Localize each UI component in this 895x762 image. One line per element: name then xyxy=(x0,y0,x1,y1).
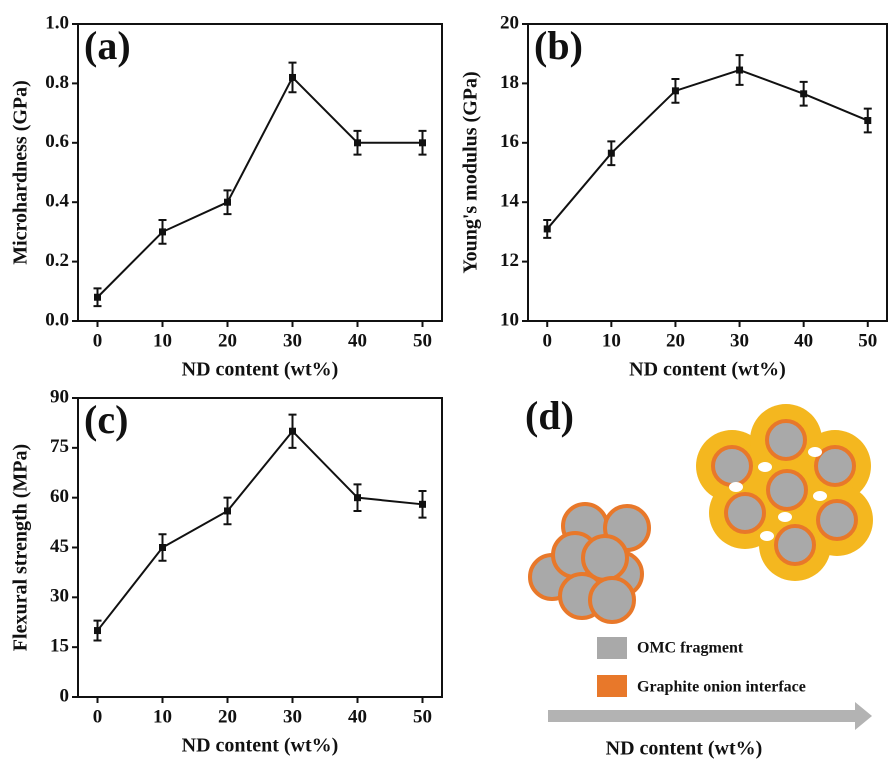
legend-label: OMC fragment xyxy=(637,640,744,657)
y-tick-label: 0 xyxy=(60,685,70,706)
panel-label: (b) xyxy=(534,23,583,68)
arrow xyxy=(548,710,858,722)
data-point xyxy=(224,199,231,206)
data-point xyxy=(289,74,296,81)
data-point xyxy=(94,294,101,301)
y-tick-label: 75 xyxy=(50,436,69,457)
arrow-head xyxy=(855,702,872,730)
panel-label: (d) xyxy=(525,393,574,438)
data-line xyxy=(98,77,423,297)
x-axis-label: ND content (wt%) xyxy=(629,359,786,381)
x-axis-label: ND content (wt%) xyxy=(182,359,339,381)
data-line xyxy=(98,431,423,630)
x-tick-label: 40 xyxy=(348,706,367,727)
x-tick-label: 10 xyxy=(602,330,621,351)
data-point xyxy=(94,627,101,634)
y-tick-label: 0.4 xyxy=(45,191,69,212)
arrow-label: ND content (wt%) xyxy=(606,738,763,760)
data-point xyxy=(159,544,166,551)
data-point xyxy=(354,494,361,501)
y-tick-label: 0.6 xyxy=(45,131,69,152)
y-tick-label: 0.2 xyxy=(45,250,69,271)
x-tick-label: 40 xyxy=(794,330,813,351)
y-tick-label: 90 xyxy=(50,386,69,407)
y-tick-label: 18 xyxy=(500,72,519,93)
y-tick-label: 60 xyxy=(50,486,69,507)
plot-frame xyxy=(528,24,887,321)
plot-frame xyxy=(78,398,442,697)
x-axis-label: ND content (wt%) xyxy=(182,735,339,757)
x-tick-label: 30 xyxy=(283,330,302,351)
x-tick-label: 30 xyxy=(283,706,302,727)
data-point xyxy=(672,87,679,94)
data-point xyxy=(354,139,361,146)
y-tick-label: 1.0 xyxy=(45,12,69,33)
data-line xyxy=(547,70,868,229)
data-point xyxy=(289,428,296,435)
data-point xyxy=(419,139,426,146)
data-point xyxy=(736,67,743,74)
x-tick-label: 50 xyxy=(413,330,432,351)
data-point xyxy=(608,150,615,157)
y-tick-label: 15 xyxy=(50,636,69,657)
figure: (d) OMC fragment xyxy=(0,0,895,762)
x-tick-label: 20 xyxy=(218,706,237,727)
legend-swatch xyxy=(597,637,627,659)
page: (d) OMC fragment xyxy=(0,0,895,762)
legend-label: Graphite onion interface xyxy=(637,679,806,696)
data-point xyxy=(800,90,807,97)
x-tick-label: 40 xyxy=(348,330,367,351)
y-axis-label: Microhardness (GPa) xyxy=(10,80,32,265)
y-tick-label: 0.0 xyxy=(45,309,69,330)
panel-label: (a) xyxy=(84,23,131,68)
panel-label: (c) xyxy=(84,397,128,442)
data-point xyxy=(224,507,231,514)
x-tick-label: 0 xyxy=(93,706,103,727)
legend-swatch xyxy=(597,675,627,697)
data-point xyxy=(159,228,166,235)
x-tick-label: 50 xyxy=(858,330,877,351)
y-tick-label: 20 xyxy=(500,12,519,33)
x-tick-label: 0 xyxy=(542,330,552,351)
x-tick-label: 30 xyxy=(730,330,749,351)
y-tick-label: 0.8 xyxy=(45,72,69,93)
x-tick-label: 10 xyxy=(153,330,172,351)
y-tick-label: 10 xyxy=(500,309,519,330)
y-axis-label: Young's modulus (GPa) xyxy=(460,71,482,273)
y-axis-label: Flexural strength (MPa) xyxy=(10,444,32,651)
data-point xyxy=(544,225,551,232)
x-tick-label: 20 xyxy=(666,330,685,351)
x-tick-label: 50 xyxy=(413,706,432,727)
y-tick-label: 45 xyxy=(50,536,69,557)
x-tick-label: 20 xyxy=(218,330,237,351)
omc-cluster xyxy=(530,504,649,622)
y-tick-label: 30 xyxy=(50,586,69,607)
onion-cluster xyxy=(696,404,873,581)
plot-frame xyxy=(78,24,442,321)
data-point xyxy=(419,501,426,508)
x-tick-label: 10 xyxy=(153,706,172,727)
data-point xyxy=(864,117,871,124)
x-tick-label: 0 xyxy=(93,330,103,351)
y-tick-label: 12 xyxy=(500,250,519,271)
diagram-d: (d) OMC fragment xyxy=(525,393,873,759)
y-tick-label: 14 xyxy=(500,191,520,212)
y-tick-label: 16 xyxy=(500,131,519,152)
